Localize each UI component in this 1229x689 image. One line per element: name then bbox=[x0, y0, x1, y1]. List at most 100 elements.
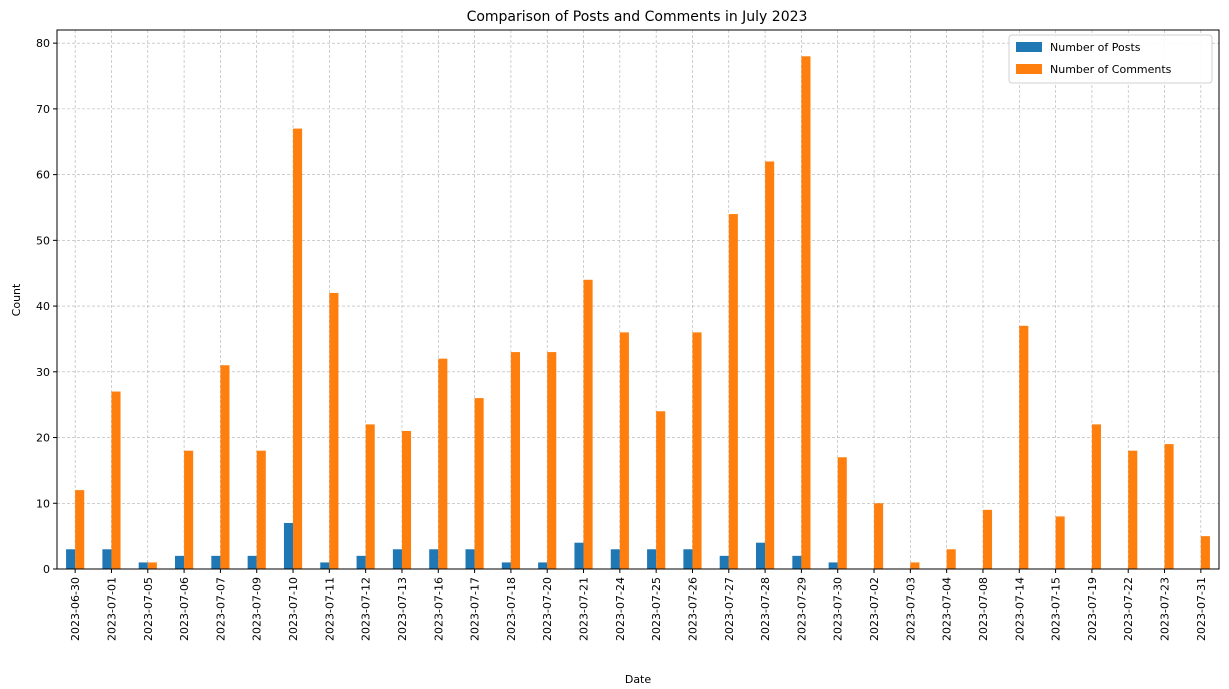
bar-posts bbox=[392, 549, 402, 569]
x-tick-label: 2023-07-15 bbox=[1050, 577, 1063, 641]
bar-comments bbox=[583, 279, 593, 569]
bar-comments bbox=[692, 332, 702, 569]
x-tick-label: 2023-07-28 bbox=[759, 577, 772, 641]
x-tick-label: 2023-07-27 bbox=[723, 577, 736, 641]
legend-label-comments: Number of Comments bbox=[1050, 63, 1172, 76]
bar-posts bbox=[320, 562, 330, 569]
x-tick-label: 2023-07-04 bbox=[941, 577, 954, 641]
bar-posts bbox=[138, 562, 148, 569]
bar-posts bbox=[792, 555, 802, 569]
bar-comments bbox=[1200, 536, 1210, 569]
bar-comments bbox=[874, 503, 884, 569]
bar-comments bbox=[1055, 516, 1065, 569]
y-tick-label: 30 bbox=[36, 366, 50, 379]
y-axis: 0 10 20 30 40 50 60 70 80 bbox=[36, 37, 57, 576]
x-tick-label: 2023-07-16 bbox=[432, 577, 445, 641]
x-tick-label: 2023-07-12 bbox=[360, 577, 373, 641]
x-tick-label: 2023-07-17 bbox=[469, 577, 482, 641]
x-tick-label: 2023-07-07 bbox=[214, 577, 227, 641]
x-tick-label: 2023-07-06 bbox=[178, 577, 191, 641]
bar-comments bbox=[837, 457, 847, 569]
x-tick-label: 2023-07-23 bbox=[1159, 577, 1172, 641]
bar-posts bbox=[465, 549, 475, 569]
x-tick-label: 2023-07-24 bbox=[614, 577, 627, 641]
bar-comments bbox=[256, 450, 266, 569]
x-tick-label: 2023-07-03 bbox=[904, 577, 917, 641]
bar-comments bbox=[401, 430, 412, 569]
x-tick-label: 2023-07-01 bbox=[105, 577, 118, 641]
y-tick-label: 80 bbox=[36, 37, 50, 50]
x-tick-label: 2023-06-30 bbox=[69, 577, 82, 641]
y-tick-label: 70 bbox=[36, 103, 50, 116]
bar-comments bbox=[910, 562, 920, 569]
y-tick-label: 10 bbox=[36, 497, 50, 510]
bar-posts bbox=[175, 555, 185, 569]
y-tick-label: 40 bbox=[36, 300, 50, 313]
x-tick-label: 2023-07-13 bbox=[396, 577, 409, 641]
x-tick-label: 2023-07-29 bbox=[795, 577, 808, 641]
bar-comments bbox=[293, 128, 303, 569]
x-tick-label: 2023-07-14 bbox=[1013, 577, 1026, 641]
bar-comments bbox=[438, 358, 448, 569]
y-tick-label: 60 bbox=[36, 169, 50, 182]
y-tick-label: 0 bbox=[43, 563, 50, 576]
x-tick-label: 2023-07-26 bbox=[686, 577, 699, 641]
x-tick-label: 2023-07-25 bbox=[650, 577, 663, 641]
bar-posts bbox=[756, 542, 766, 569]
bar-comments bbox=[728, 214, 738, 570]
bar-comments bbox=[801, 56, 811, 570]
bar-posts bbox=[102, 549, 112, 569]
x-tick-label: 2023-07-05 bbox=[142, 577, 155, 641]
y-axis-label: Count bbox=[10, 283, 23, 316]
chart-title: Comparison of Posts and Comments in July… bbox=[467, 9, 808, 25]
bar-posts bbox=[356, 555, 366, 569]
legend-swatch-comments bbox=[1016, 64, 1042, 74]
x-axis: 2023-06-30 2023-07-01 2023-07-05 2023-07-06… bbox=[69, 569, 1208, 641]
x-tick-label: 2023-07-08 bbox=[977, 577, 990, 641]
bar-posts bbox=[429, 549, 439, 569]
bar-posts bbox=[538, 562, 548, 569]
bar-comments bbox=[619, 332, 629, 569]
bar-comments bbox=[547, 352, 557, 569]
legend: Number of Posts Number of Comments bbox=[1008, 34, 1213, 84]
bar-posts bbox=[610, 549, 620, 569]
bar-comments bbox=[184, 450, 194, 569]
bar-posts bbox=[719, 555, 729, 569]
bar-comments bbox=[111, 391, 121, 569]
y-tick-label: 50 bbox=[36, 234, 50, 247]
bar-comments bbox=[982, 509, 993, 569]
bar-posts bbox=[283, 522, 294, 569]
bar-posts bbox=[647, 549, 657, 569]
bar-posts bbox=[211, 555, 221, 569]
x-tick-label: 2023-07-18 bbox=[505, 577, 518, 641]
bar-posts bbox=[247, 555, 257, 569]
bar-posts bbox=[828, 562, 838, 569]
x-axis-label: Date bbox=[625, 673, 652, 686]
legend-swatch-posts bbox=[1016, 42, 1042, 52]
x-tick-label: 2023-07-31 bbox=[1195, 577, 1208, 641]
x-tick-label: 2023-07-02 bbox=[868, 577, 881, 641]
bar-comments bbox=[510, 352, 520, 569]
bar-comments bbox=[147, 562, 157, 569]
bar-comments bbox=[1128, 450, 1138, 569]
bar-posts bbox=[574, 542, 584, 569]
bar-comments bbox=[656, 411, 666, 569]
bar-comments bbox=[765, 161, 775, 569]
legend-label-posts: Number of Posts bbox=[1050, 41, 1141, 54]
x-tick-label: 2023-07-10 bbox=[287, 577, 300, 641]
bar-comments bbox=[1019, 325, 1029, 569]
x-tick-label: 2023-07-21 bbox=[578, 577, 591, 641]
plot-frame bbox=[56, 29, 1220, 570]
bars bbox=[66, 56, 1210, 570]
x-tick-label: 2023-07-09 bbox=[251, 577, 264, 641]
x-tick-label: 2023-07-19 bbox=[1086, 577, 1099, 641]
x-tick-label: 2023-07-30 bbox=[832, 577, 845, 641]
bar-comments bbox=[1164, 444, 1174, 569]
bar-posts bbox=[66, 549, 76, 569]
bar-comments bbox=[474, 398, 484, 569]
bar-comments bbox=[75, 490, 85, 569]
x-tick-label: 2023-07-20 bbox=[541, 577, 554, 641]
bar-comments bbox=[329, 292, 339, 569]
bar-comments bbox=[1091, 424, 1101, 569]
